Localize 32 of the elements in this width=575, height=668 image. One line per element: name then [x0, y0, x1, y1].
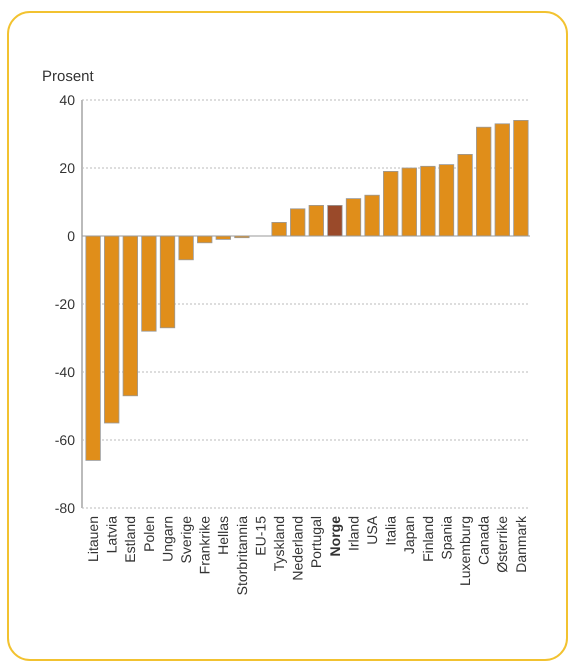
x-tick-label: Polen: [140, 516, 157, 552]
y-tick-label: -20: [54, 296, 76, 312]
x-tick-label: EU-15: [252, 516, 268, 556]
y-tick-label: -40: [54, 364, 76, 380]
y-tick-label: -80: [54, 500, 76, 516]
x-tick-label: Norge: [326, 516, 343, 556]
y-tick-label: 20: [59, 160, 76, 176]
x-tick-label: Latvia: [104, 516, 120, 554]
x-tick-label: Sverige: [178, 516, 194, 564]
x-tick-label: Irland: [345, 516, 362, 552]
x-tick-label: Estland: [122, 516, 138, 563]
x-tick-label: Japan: [401, 516, 418, 554]
x-tick-label: Ungarn: [159, 516, 176, 562]
y-tick-label: 0: [67, 228, 76, 244]
x-tick-label: Portugal: [308, 516, 324, 568]
x-tick-label: Frankrike: [196, 516, 213, 574]
x-tick-label: USA: [364, 515, 380, 545]
x-tick-label: Danmark: [512, 515, 529, 573]
x-tick-label: Storbritannia: [234, 516, 250, 596]
x-tick-label: Luxemburg: [456, 516, 473, 586]
x-tick-label: Italia: [382, 516, 399, 546]
x-tick-label: Litauen: [85, 516, 102, 562]
x-tick-label: Østerrike: [494, 516, 510, 573]
y-tick-label: 40: [59, 92, 76, 108]
x-tick-label: Nederland: [290, 516, 306, 581]
x-tick-label: Spania: [438, 516, 454, 560]
x-tick-label: Finland: [420, 516, 436, 562]
x-tick-label: Hellas: [215, 516, 232, 555]
x-tick-label: Tyskland: [271, 516, 287, 572]
y-axis-title: Prosent: [42, 68, 95, 85]
x-tick-label: Canada: [476, 516, 492, 566]
y-tick-label: -60: [54, 432, 76, 448]
